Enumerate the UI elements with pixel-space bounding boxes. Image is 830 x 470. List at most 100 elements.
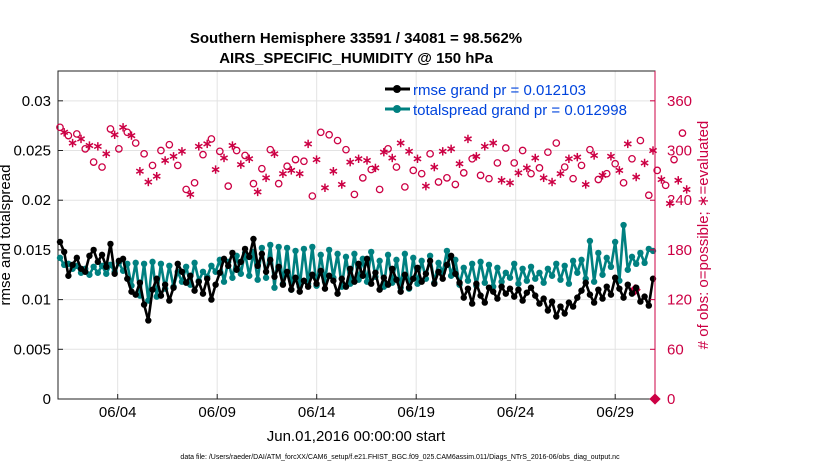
obs-evaluated-marker — [371, 163, 380, 173]
obs-evaluated-stroke — [590, 152, 599, 159]
obs-evaluated-marker — [68, 138, 77, 148]
spread-point — [90, 263, 97, 271]
obs-possible-marker — [602, 169, 611, 178]
obs-evaluated-stroke — [430, 164, 439, 170]
obs-possible-marker — [165, 140, 174, 149]
obs-evaluated-stroke — [421, 183, 430, 189]
legend: rmse grand pr = 0.012103 totalspread gra… — [385, 82, 627, 119]
rmse-point — [56, 238, 64, 246]
rmse-point — [628, 290, 636, 297]
obs-evaluated-stroke — [463, 136, 472, 142]
rmse-point — [94, 258, 102, 266]
obs-evaluated-stroke — [177, 148, 186, 155]
obs-evaluated-marker — [346, 157, 355, 167]
obs-evaluated-marker — [211, 165, 220, 174]
rmse-point — [553, 313, 560, 320]
obs-evaluated-stroke — [396, 140, 405, 146]
spread-point — [342, 253, 350, 261]
rmse-point — [170, 284, 177, 291]
spread-point — [502, 269, 510, 276]
rmse-point — [73, 254, 81, 262]
spread-point — [569, 257, 577, 265]
obs-possible-marker — [72, 130, 81, 138]
obs-possible-marker — [115, 145, 123, 153]
x-tick-label: 06/24 — [497, 404, 535, 421]
obs-possible-marker — [586, 145, 594, 154]
spread-point — [485, 261, 493, 269]
rmse-point — [359, 272, 367, 279]
obs-evaluated-marker — [455, 159, 464, 168]
obs-possible-marker — [241, 151, 249, 160]
spread-point — [237, 270, 245, 277]
obs-evaluated-marker — [161, 156, 170, 165]
rmse-point — [418, 278, 425, 285]
spread-point — [208, 262, 215, 270]
obs-possible-marker — [594, 175, 603, 184]
obs-possible-marker — [459, 169, 468, 177]
obs-evaluated-marker — [514, 168, 523, 178]
y2-tick-label: 0 — [667, 391, 675, 408]
obs-evaluated-stroke — [161, 157, 170, 164]
obs-evaluated-marker — [665, 199, 674, 208]
obs-evaluated-stroke — [135, 168, 144, 174]
obs-possible-marker — [401, 183, 409, 191]
rmse-point — [292, 274, 299, 281]
obs-evaluated-marker — [522, 163, 531, 173]
rmse-point — [174, 260, 181, 268]
rmse-point — [620, 294, 627, 301]
rmse-point — [532, 292, 539, 299]
y-tick-label: 0 — [43, 391, 51, 408]
obs-evaluated-stroke — [236, 161, 245, 168]
rmse-point — [132, 291, 139, 298]
obs-possible-marker — [283, 162, 291, 171]
rmse-point — [216, 269, 224, 276]
obs-evaluated-marker — [598, 171, 607, 180]
spread-point — [624, 266, 631, 273]
rmse-point — [464, 285, 472, 292]
spread-point — [103, 270, 110, 277]
obs-possible-marker — [342, 145, 350, 154]
spread-point — [401, 250, 409, 258]
obs-evaluated-stroke — [77, 136, 86, 142]
obs-evaluated-stroke — [144, 179, 153, 185]
obs-evaluated-stroke — [598, 172, 607, 179]
obs-evaluated-stroke — [169, 153, 178, 160]
rmse-point — [372, 269, 379, 276]
obs-possible-marker — [207, 135, 216, 143]
rmse-point — [485, 284, 493, 291]
obs-evaluated-stroke — [278, 170, 287, 177]
obs-evaluated-stroke — [606, 153, 615, 160]
spread-point — [325, 246, 333, 254]
obs-possible-marker — [274, 179, 283, 188]
y-tick-label: 0.01 — [22, 292, 51, 309]
rmse-point — [124, 275, 131, 282]
spread-point — [603, 254, 610, 262]
obs-evaluated-stroke — [60, 129, 69, 136]
obs-possible-marker — [215, 147, 224, 156]
spread-point — [351, 250, 358, 258]
obs-evaluated-marker — [447, 144, 456, 154]
rmse-point — [283, 268, 291, 275]
spread-point — [283, 244, 291, 252]
spread-point — [641, 259, 648, 267]
rmse-point — [178, 268, 186, 275]
spread-point — [637, 249, 644, 257]
rmse-point — [338, 275, 345, 282]
rmse-point — [182, 279, 190, 286]
rmse-point — [368, 280, 375, 287]
obs-evaluated-marker — [623, 139, 632, 149]
rmse-point — [582, 279, 589, 286]
obs-possible-marker — [190, 178, 199, 187]
obs-evaluated-marker — [497, 176, 506, 185]
obs-evaluated-marker — [236, 160, 245, 169]
spread-point — [620, 221, 627, 229]
obs-possible-marker — [619, 178, 628, 187]
rmse-point — [65, 272, 72, 279]
spread-point — [384, 251, 392, 259]
x-axis-label: Jun.01,2016 00:00:00 start — [267, 428, 446, 445]
obs-evaluated-stroke — [186, 191, 195, 198]
obs-possible-marker — [249, 179, 258, 188]
rmse-point — [199, 290, 207, 297]
obs-evaluated-stroke — [102, 151, 111, 157]
